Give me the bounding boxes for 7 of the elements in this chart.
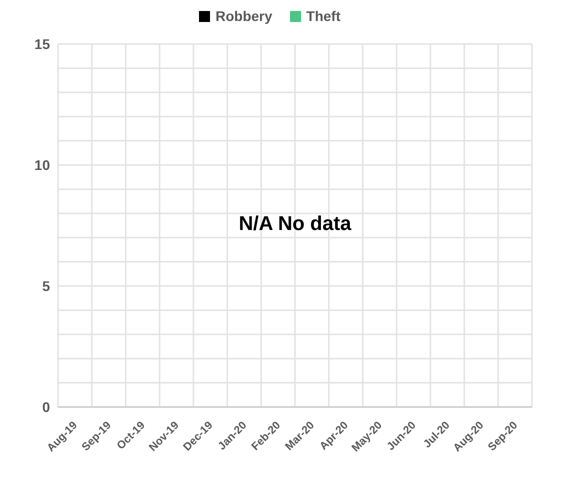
y-tick-label: 15 bbox=[34, 36, 50, 52]
y-tick-label: 10 bbox=[34, 156, 50, 173]
annotation: N/A No data bbox=[238, 213, 352, 236]
legend-label: Theft bbox=[306, 8, 340, 24]
y-tick-label: 5 bbox=[42, 278, 50, 294]
legend-label: Robbery bbox=[215, 8, 272, 24]
y-tick-label: 0 bbox=[42, 398, 50, 415]
